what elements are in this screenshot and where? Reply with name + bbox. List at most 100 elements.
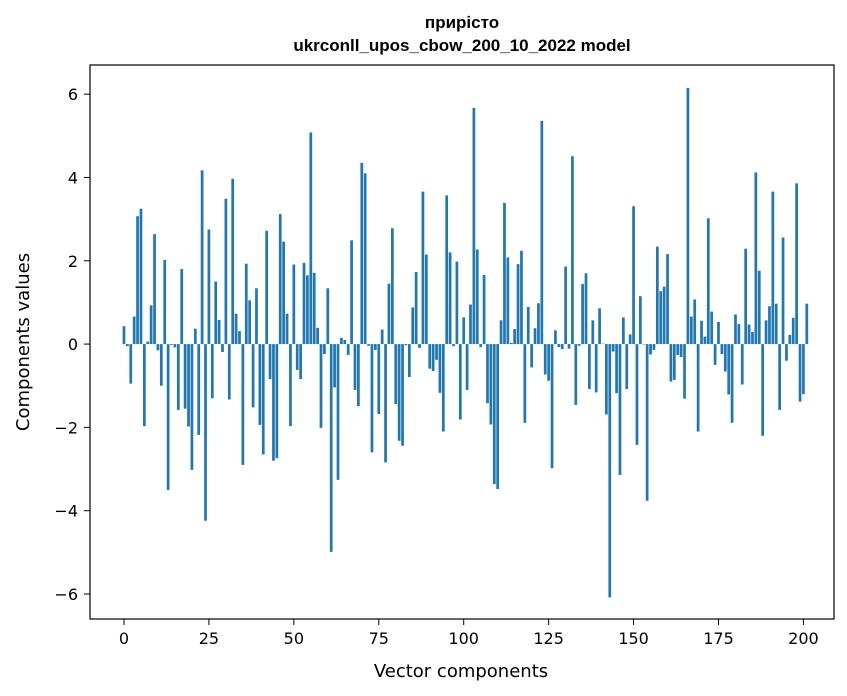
- x-tick-label: 100: [448, 629, 479, 648]
- bar: [333, 344, 336, 388]
- bar: [679, 344, 683, 357]
- bar: [224, 198, 228, 345]
- bar: [554, 330, 557, 345]
- bar: [159, 344, 163, 386]
- bar: [530, 344, 533, 368]
- bar: [523, 344, 527, 423]
- bar: [526, 307, 530, 345]
- x-tick-label: 50: [284, 629, 304, 648]
- bar: [499, 320, 503, 345]
- bar: [689, 316, 693, 345]
- bar: [594, 344, 598, 393]
- bar: [458, 344, 462, 420]
- bar: [571, 156, 574, 345]
- bar: [353, 344, 357, 390]
- bar: [588, 344, 591, 390]
- bar: [795, 183, 798, 345]
- bar: [289, 344, 292, 427]
- bar: [350, 240, 353, 345]
- bar: [170, 344, 173, 345]
- bar: [268, 344, 272, 380]
- bar: [513, 329, 517, 345]
- bar: [173, 344, 177, 348]
- bar: [547, 344, 550, 381]
- bar: [666, 254, 669, 345]
- bar: [581, 284, 584, 345]
- bar: [798, 344, 802, 402]
- bar: [129, 344, 133, 384]
- bar: [122, 326, 126, 345]
- bar: [608, 344, 612, 598]
- bar: [285, 313, 289, 345]
- bar: [516, 264, 520, 345]
- bar: [774, 303, 778, 345]
- y-tick-label: 0: [68, 335, 78, 354]
- bar: [509, 342, 513, 345]
- bar: [380, 329, 384, 345]
- bar: [343, 339, 347, 345]
- bar: [340, 337, 343, 345]
- bar: [662, 286, 666, 345]
- bar: [255, 288, 258, 345]
- bar: [265, 230, 269, 345]
- bar: [492, 344, 496, 485]
- bar: [326, 288, 330, 345]
- bar: [227, 344, 231, 400]
- x-axis-label: Vector components: [374, 661, 548, 682]
- bar: [737, 324, 741, 345]
- x-tick-label: 75: [369, 629, 389, 648]
- bar: [598, 308, 601, 345]
- bar: [275, 344, 279, 459]
- bar: [639, 296, 642, 345]
- bar: [387, 283, 391, 345]
- bar: [234, 313, 238, 345]
- chart-title-line-2: ukrconll_upos_cbow_200_10_2022 model: [293, 36, 630, 55]
- bar: [768, 306, 771, 345]
- bar: [649, 344, 652, 355]
- bar: [357, 344, 360, 407]
- bar: [788, 334, 792, 345]
- y-tick-label: 6: [68, 85, 78, 104]
- bar: [312, 272, 316, 345]
- bar: [676, 344, 680, 355]
- x-tick-label: 200: [788, 629, 819, 648]
- bar: [717, 322, 720, 345]
- bar: [424, 254, 428, 345]
- bar: [187, 344, 190, 427]
- bar: [323, 344, 326, 355]
- bar: [469, 304, 472, 345]
- bar: [778, 344, 781, 410]
- bar: [591, 320, 595, 345]
- bar: [628, 334, 632, 345]
- x-tick-label: 175: [703, 629, 734, 648]
- bar: [710, 311, 714, 345]
- bar: [431, 344, 435, 372]
- bar: [200, 170, 204, 345]
- x-tick-label: 125: [533, 629, 564, 648]
- bar: [496, 344, 500, 490]
- bar: [248, 300, 252, 345]
- bar: [482, 274, 486, 345]
- bar: [397, 344, 401, 441]
- bar: [754, 172, 758, 345]
- bar: [139, 208, 143, 345]
- bar: [336, 344, 340, 480]
- bar: [455, 261, 459, 345]
- bar: [204, 344, 207, 521]
- bar: [635, 344, 639, 445]
- bar: [241, 344, 245, 465]
- bar: [605, 344, 608, 415]
- plot-frame: [89, 64, 835, 620]
- bar: [703, 336, 707, 345]
- bar: [401, 344, 404, 446]
- bar: [560, 344, 564, 350]
- bar: [282, 241, 285, 345]
- bar: [557, 344, 561, 347]
- bar: [435, 344, 438, 360]
- bar: [309, 132, 313, 345]
- bar: [577, 344, 581, 346]
- bar: [584, 273, 588, 345]
- bar: [730, 344, 734, 423]
- bar: [363, 173, 367, 345]
- bar: [615, 344, 618, 394]
